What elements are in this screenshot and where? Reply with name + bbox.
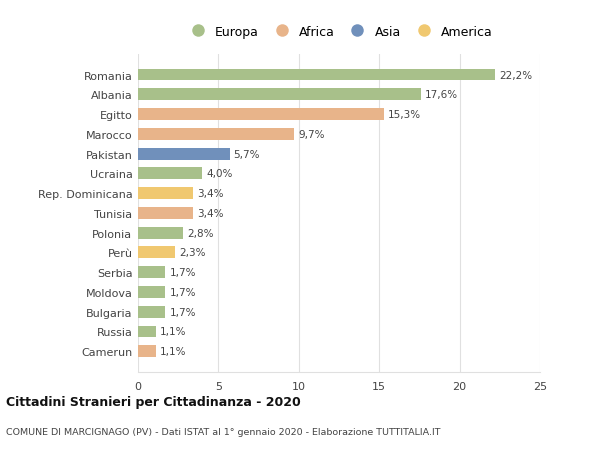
Bar (138, 346, 155, 358)
Bar (138, 69, 495, 81)
Bar (138, 247, 175, 259)
Bar (138, 188, 193, 200)
Text: 1,7%: 1,7% (169, 287, 196, 297)
Text: 2,8%: 2,8% (187, 228, 214, 238)
Text: 3,4%: 3,4% (197, 189, 223, 199)
Text: Cittadini Stranieri per Cittadinanza - 2020: Cittadini Stranieri per Cittadinanza - 2… (6, 395, 301, 408)
Text: 4,0%: 4,0% (206, 169, 233, 179)
Bar (138, 207, 193, 219)
Text: 1,1%: 1,1% (160, 347, 186, 357)
Text: COMUNE DI MARCIGNAGO (PV) - Dati ISTAT al 1° gennaio 2020 - Elaborazione TUTTITA: COMUNE DI MARCIGNAGO (PV) - Dati ISTAT a… (6, 427, 440, 436)
Bar (138, 168, 202, 180)
Text: 22,2%: 22,2% (499, 70, 532, 80)
Text: 15,3%: 15,3% (388, 110, 421, 120)
Text: 5,7%: 5,7% (233, 149, 260, 159)
Bar (138, 326, 155, 338)
Bar (138, 306, 166, 318)
Bar (138, 89, 421, 101)
Bar (138, 129, 294, 140)
Bar (138, 267, 166, 279)
Text: 1,1%: 1,1% (160, 327, 186, 337)
Legend: Europa, Africa, Asia, America: Europa, Africa, Asia, America (182, 23, 496, 41)
Text: 3,4%: 3,4% (197, 208, 223, 218)
Text: 17,6%: 17,6% (425, 90, 458, 100)
Bar (138, 227, 183, 239)
Text: 1,7%: 1,7% (169, 307, 196, 317)
Text: 2,3%: 2,3% (179, 248, 206, 258)
Text: 9,7%: 9,7% (298, 129, 325, 140)
Bar (138, 286, 166, 298)
Bar (138, 148, 230, 160)
Text: 1,7%: 1,7% (169, 268, 196, 278)
Bar (138, 109, 384, 121)
